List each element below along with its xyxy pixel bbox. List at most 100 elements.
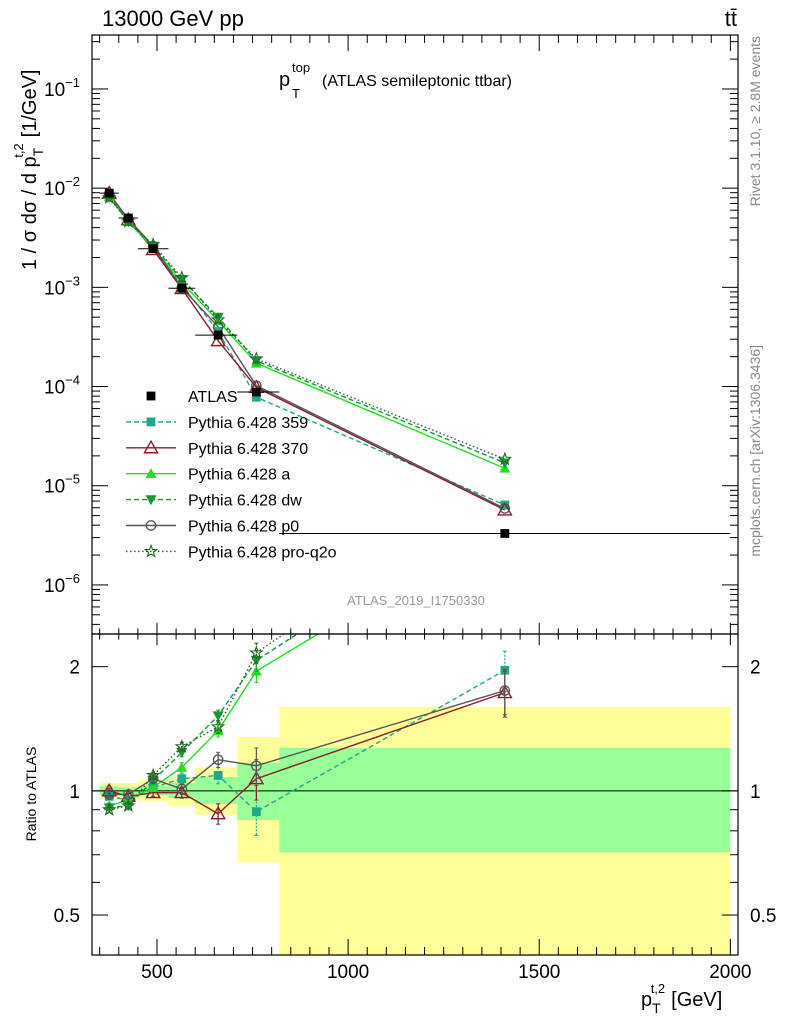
main-ytick-label: 10−6: [44, 571, 80, 597]
ratio-series-point-pdw: [212, 711, 224, 722]
legend-label-pp0: Pythia 6.428 p0: [188, 519, 299, 536]
legend-label-p359: Pythia 6.428 359: [188, 415, 308, 432]
ylabel-main-text: 1 / σ dσ / d p: [19, 156, 41, 270]
main-ytick-label: 10−3: [44, 273, 80, 299]
ratio-series-point-pq2o: [101, 802, 117, 816]
main-plot-series: [99, 185, 731, 538]
ratio-series-point-pp0: [499, 685, 511, 696]
ylabel-main-sup: t,2: [11, 143, 26, 157]
ratio-series-point-pq2o: [174, 738, 190, 753]
legend-label-pdw: Pythia 6.428 dw: [188, 493, 302, 510]
ratio-series-point-p370: [145, 784, 161, 799]
ratio-y-axis-label: Ratio to ATLAS: [23, 747, 39, 842]
main-ytick-label: 10−4: [44, 373, 80, 399]
xtick-label: 2000: [709, 962, 751, 983]
ratio-series-point-pq2o: [145, 767, 161, 782]
ratio-series-point-pa: [212, 725, 224, 735]
legend-label-pq2o: Pythia 6.428 pro-q2o: [188, 544, 337, 561]
plot-frames: [91, 34, 739, 956]
atlas-data-point: [148, 244, 158, 254]
main-series-point-p359: [251, 392, 261, 402]
ratio-ytick-label-right: 2: [750, 658, 761, 679]
xtick-label: 1000: [327, 962, 369, 983]
ratio-uncertainty-bands: [99, 706, 731, 955]
x-axis-label: pTt,2 [GeV]: [641, 981, 722, 1016]
ratio-plot-frame: [91, 633, 739, 956]
plot-title: p top T (ATLAS semileptonic ttbar): [279, 60, 512, 101]
rivet-version-label: Rivet 3.1.10, ≥ 2.8M events: [747, 36, 763, 206]
main-series-line-p359: [108, 194, 506, 506]
ylabel-main-unit: [1/GeV]: [19, 70, 41, 138]
ratio-series-point-pq2o: [210, 719, 226, 733]
main-y-axis-label: 1 / σ dσ / d pTt,2 [1/GeV]: [11, 70, 46, 270]
mcplots-source-label: mcplots.cern.ch [arXiv:1306.3436]: [747, 345, 763, 557]
legend: ATLAS Pythia 6.428 359 Pythia 6.428 370 Pyt…: [126, 389, 337, 561]
main-series-point-pq2o: [249, 351, 264, 366]
main-series-point-pq2o: [497, 451, 513, 466]
ratio-series-point-pa: [250, 665, 262, 676]
atlas-data-point: [213, 330, 223, 340]
xlabel-sub: T: [652, 1000, 661, 1016]
legend-marker-pdw: [145, 495, 157, 506]
main-ytick-label: 10−2: [44, 174, 80, 200]
ratio-series-point-pa: [176, 761, 188, 772]
legend-marker-pa: [145, 468, 157, 479]
xlabel-unit: [GeV]: [671, 989, 722, 1011]
atlas-data-point: [251, 387, 261, 397]
main-series-point-pq2o: [174, 270, 190, 284]
legend-marker-atlas: [146, 391, 156, 401]
main-ytick-label: 10−5: [44, 472, 80, 498]
legend-marker-pq2o: [143, 543, 159, 558]
ratio-series-point-pq2o: [249, 645, 264, 660]
ratio-ytick-label-right: 1: [750, 782, 761, 803]
ratio-series-point-p359: [251, 807, 261, 817]
ratio-band-inner-6: [279, 748, 731, 853]
title-sub: T: [292, 86, 300, 101]
main-series-point-pq2o: [210, 312, 226, 327]
title-p: p: [279, 69, 290, 91]
ylabel-main-sub: T: [30, 147, 46, 156]
header-left-label: 13000 GeV pp: [102, 6, 244, 31]
svg-text:1 / σ dσ / d pTt,2[1/GeV]: 1 / σ dσ / d pTt,2 [1/GeV]: [11, 70, 46, 270]
ratio-series-point-pp0: [212, 754, 224, 766]
ratio-ytick-label-right: 0.5: [750, 906, 776, 927]
ratio-series-point-pa: [499, 516, 510, 526]
main-series-point-p370: [497, 501, 513, 516]
main-series-point-p359: [500, 500, 510, 510]
analysis-watermark: ATLAS_2019_I1750330: [347, 593, 485, 608]
ratio-series-point-p359: [177, 774, 187, 784]
main-series-line-pp0: [108, 193, 506, 510]
main-series-point-p370: [210, 332, 226, 347]
svg-text:pTt,2[GeV]: pTt,2 [GeV]: [641, 981, 722, 1016]
main-series-point-pdw: [212, 312, 224, 323]
legend-label-atlas: ATLAS: [188, 389, 238, 406]
xtick-label: 500: [141, 962, 173, 983]
legend-marker-pp0: [145, 520, 157, 531]
title-sup: top: [292, 60, 310, 75]
ratio-series-point-p370: [210, 805, 226, 820]
atlas-data-point: [104, 188, 114, 198]
ratio-ytick-label-left: 1: [69, 782, 80, 803]
legend-marker-p359: [146, 417, 156, 427]
header-right-label: tt̄: [725, 6, 737, 31]
ratio-ytick-label-left: 2: [69, 658, 80, 679]
ratio-ytick-label-left: 0.5: [54, 906, 80, 927]
atlas-data-point: [177, 283, 187, 293]
ratio-series-point-pp0: [251, 760, 262, 772]
axes-ticks: 10−6 10−5 10−4 10−3 10−2 10−1 0.5 0.5 1 1 2 2 500 100…: [44, 35, 776, 983]
xlabel-text: p: [641, 989, 652, 1011]
ratio-series-point-pp0: [176, 783, 188, 795]
main-ytick-label: 10−1: [44, 75, 80, 101]
xtick-label: 1500: [518, 962, 560, 983]
ratio-series-point-pq2o: [499, 476, 511, 487]
main-series-line-p370: [108, 192, 506, 511]
main-series-point-pp0: [499, 503, 511, 514]
title-rest: (ATLAS semileptonic ttbar): [322, 73, 512, 90]
ratio-series-point-pp0: [103, 789, 115, 800]
ratio-series-point-pq2o: [121, 798, 136, 812]
atlas-data-point: [123, 213, 133, 223]
ratio-series-point-pa: [147, 781, 159, 792]
ratio-plot-series: [92, 476, 738, 836]
legend-label-p370: Pythia 6.428 370: [188, 441, 308, 458]
